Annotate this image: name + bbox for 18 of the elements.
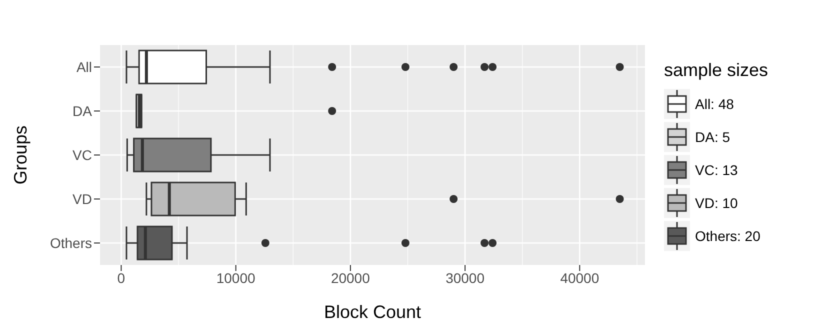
y-axis-title: Groups bbox=[10, 125, 30, 185]
legend-label: All: 48 bbox=[695, 96, 734, 112]
legend-label: Others: 20 bbox=[695, 228, 760, 244]
legend-label: DA: 5 bbox=[695, 128, 730, 144]
y-tick-label: VC bbox=[72, 146, 92, 163]
x-axis-title: Block Count bbox=[324, 302, 422, 322]
y-tick-label: DA bbox=[72, 102, 93, 119]
x-tick-label: 0 bbox=[117, 270, 126, 286]
legend-label: VD: 10 bbox=[695, 194, 738, 210]
y-tick-label: VD bbox=[72, 190, 92, 207]
x-tick-label: 10000 bbox=[216, 270, 256, 286]
legend-title: sample sizes bbox=[664, 60, 768, 81]
y-tick-label: Others bbox=[50, 234, 92, 251]
x-tick-label: 20000 bbox=[330, 270, 370, 286]
y-tick-label: All bbox=[76, 58, 92, 75]
legend-label: VC: 13 bbox=[695, 162, 738, 178]
x-tick-label: 40000 bbox=[560, 270, 600, 286]
x-tick-label: 30000 bbox=[446, 270, 485, 286]
